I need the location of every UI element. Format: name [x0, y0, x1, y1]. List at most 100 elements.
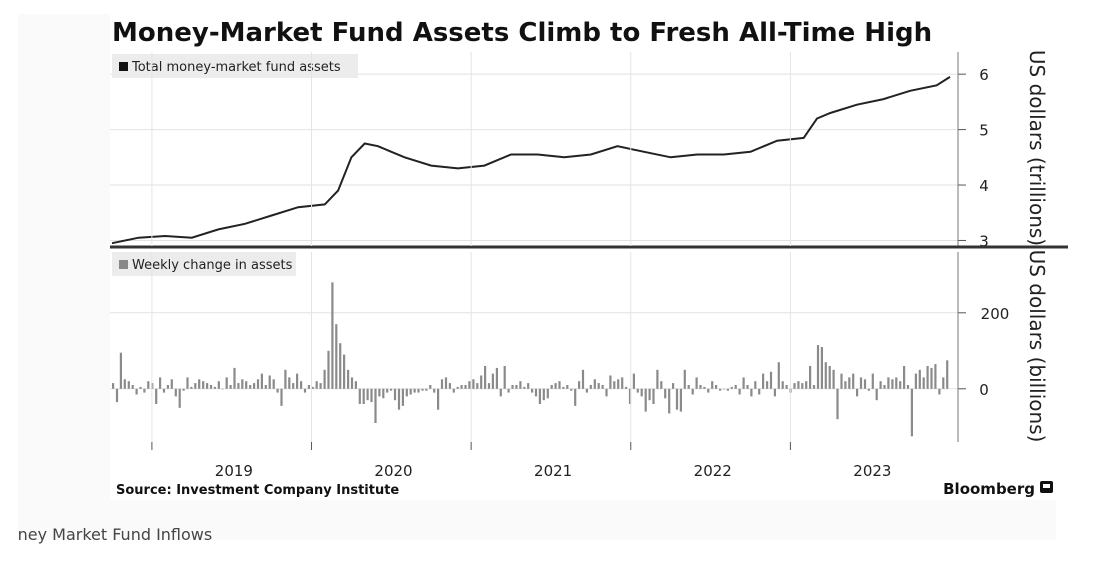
x-tick-label: 2021 [534, 462, 572, 480]
weekly-change-bar [468, 381, 471, 389]
chart-title: Money-Market Fund Assets Climb to Fresh … [112, 18, 932, 48]
x-tick-label: 2019 [215, 462, 253, 480]
weekly-change-bar [605, 388, 608, 397]
weekly-change-bar [922, 377, 925, 389]
weekly-change-bar [272, 379, 275, 389]
weekly-change-bar [421, 388, 424, 391]
weekly-change-bar [221, 388, 224, 390]
x-tick-label: 2023 [853, 462, 891, 480]
weekly-change-bar [687, 385, 690, 389]
weekly-change-bar [382, 388, 385, 399]
weekly-change-bar [899, 381, 902, 389]
weekly-change-bar [405, 388, 408, 397]
weekly-change-bar [910, 388, 913, 437]
weekly-change-bar [785, 385, 788, 389]
weekly-change-bar [585, 388, 588, 393]
weekly-change-bar [816, 345, 820, 389]
weekly-change-bar [409, 388, 412, 395]
bottom-y-ticks: 0 200 [958, 305, 1009, 399]
weekly-change-bar [593, 379, 596, 389]
weekly-change-bar [135, 388, 138, 395]
weekly-change-bar [147, 381, 150, 389]
weekly-change-bar [417, 388, 420, 393]
weekly-change-bar [546, 388, 549, 399]
weekly-change-bar [859, 377, 863, 389]
weekly-change-bar [668, 388, 671, 414]
weekly-change-bar [186, 377, 189, 389]
weekly-change-bar [871, 373, 874, 389]
weekly-change-bar [386, 388, 389, 393]
weekly-change-bar [413, 388, 416, 393]
weekly-change-bar [390, 388, 393, 391]
weekly-change-bar [476, 383, 479, 389]
weekly-change-bar [628, 388, 632, 404]
weekly-change-bar [946, 360, 949, 389]
weekly-change-bar [503, 366, 506, 389]
weekly-change-bar [288, 377, 291, 389]
x-tick-label: 2022 [694, 462, 732, 480]
weekly-change-bar [229, 385, 232, 389]
weekly-change-bar [781, 381, 784, 389]
weekly-change-bar [918, 369, 921, 389]
weekly-change-bar [397, 388, 401, 410]
weekly-change-bar [824, 362, 827, 389]
weekly-change-bar [801, 383, 804, 389]
weekly-change-bar [675, 388, 679, 410]
weekly-change-bar [863, 379, 867, 389]
weekly-change-bar [256, 379, 260, 389]
weekly-change-bar [914, 373, 917, 389]
bloomberg-logo: Bloomberg [943, 480, 1035, 498]
y-tick-label: 4 [979, 177, 989, 195]
weekly-change-bar [664, 388, 667, 399]
weekly-change-bar [534, 388, 538, 397]
weekly-change-bar [343, 354, 346, 389]
weekly-change-bar [491, 373, 494, 389]
weekly-change-bar [112, 383, 115, 389]
weekly-change-bar [715, 385, 718, 389]
weekly-change-bar [225, 377, 228, 389]
weekly-change-bar [542, 388, 545, 401]
weekly-change-bar [143, 388, 146, 393]
weekly-change-bar [805, 381, 808, 389]
weekly-change-bar [621, 377, 624, 389]
weekly-change-bar [155, 388, 158, 404]
weekly-change-bar [707, 388, 710, 393]
weekly-change-bar [527, 383, 530, 389]
weekly-change-bar [625, 386, 628, 389]
bottom-legend-box [112, 252, 296, 276]
weekly-change-bar [209, 385, 213, 389]
weekly-change-bar [554, 383, 557, 389]
weekly-change-bar [640, 388, 643, 397]
weekly-change-bar [942, 377, 945, 389]
weekly-change-bar [464, 385, 467, 389]
weekly-change-bar [550, 385, 553, 389]
weekly-change-bar [350, 377, 354, 389]
weekly-change-bar [538, 388, 541, 404]
weekly-change-bar [237, 383, 240, 389]
weekly-change-bar [867, 388, 870, 391]
weekly-change-bar [303, 388, 307, 393]
weekly-change-bar [906, 385, 910, 389]
weekly-change-bar [245, 381, 248, 389]
weekly-change-bar [166, 385, 169, 389]
weekly-change-bar [891, 379, 894, 389]
weekly-change-bar [378, 388, 381, 397]
weekly-change-bar [331, 282, 334, 389]
bottom-panel-grid [110, 312, 958, 390]
weekly-change-bar [558, 381, 561, 389]
weekly-change-bar [762, 373, 765, 389]
weekly-change-bar [734, 385, 737, 389]
weekly-change-bar [578, 381, 581, 389]
weekly-change-bar [499, 388, 502, 397]
weekly-change-bar [773, 388, 776, 397]
weekly-change-bar [370, 388, 373, 403]
top-legend-swatch [119, 62, 128, 71]
weekly-change-bar [162, 388, 166, 393]
weekly-change-bar [253, 383, 256, 389]
weekly-change-bar [531, 388, 534, 393]
weekly-change-bar [938, 388, 941, 395]
weekly-change-bar [511, 385, 514, 389]
weekly-change-bar [836, 388, 839, 420]
weekly-change-bar [879, 381, 882, 389]
weekly-change-bar [828, 366, 831, 389]
